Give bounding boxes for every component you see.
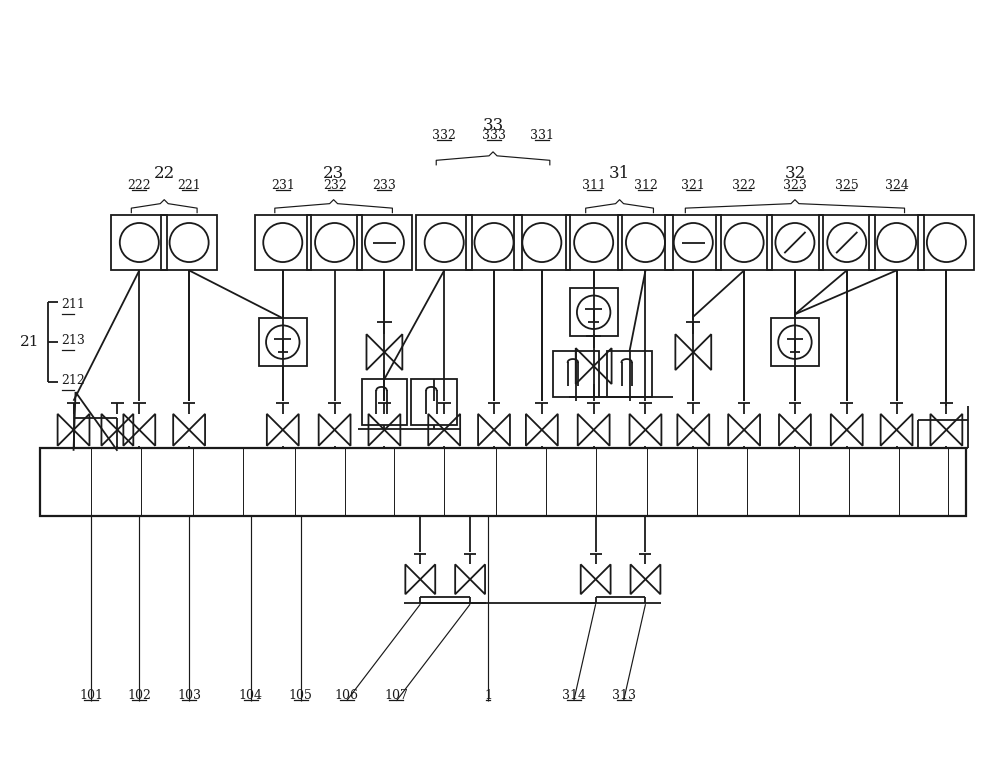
Bar <box>570 289 618 336</box>
Text: 221: 221 <box>177 179 201 191</box>
Text: 333: 333 <box>482 129 506 142</box>
Text: 107: 107 <box>384 689 408 702</box>
Bar <box>307 215 362 270</box>
Text: 105: 105 <box>289 689 313 702</box>
Bar <box>161 215 217 270</box>
Bar <box>767 215 823 270</box>
Bar <box>618 215 673 270</box>
Text: 322: 322 <box>732 179 756 191</box>
Text: 32: 32 <box>784 164 806 181</box>
Text: 211: 211 <box>62 298 85 311</box>
Text: 101: 101 <box>79 689 103 702</box>
Text: 31: 31 <box>609 164 630 181</box>
Bar <box>466 215 522 270</box>
Bar <box>40 448 966 516</box>
Bar <box>566 215 622 270</box>
Text: 232: 232 <box>323 179 346 191</box>
Text: 106: 106 <box>335 689 359 702</box>
Text: 212: 212 <box>62 374 85 387</box>
Text: 23: 23 <box>323 164 344 181</box>
Text: 323: 323 <box>783 179 807 191</box>
Text: 21: 21 <box>20 335 40 349</box>
Text: 312: 312 <box>634 179 657 191</box>
Text: 222: 222 <box>127 179 151 191</box>
Bar <box>514 215 570 270</box>
Bar <box>819 215 875 270</box>
Bar <box>362 379 407 425</box>
Bar <box>357 215 412 270</box>
Bar <box>255 215 311 270</box>
Bar <box>716 215 772 270</box>
Bar <box>771 318 819 366</box>
Bar <box>416 215 472 270</box>
Text: 102: 102 <box>127 689 151 702</box>
Text: 1: 1 <box>484 689 492 702</box>
Text: 33: 33 <box>482 117 504 134</box>
Text: 231: 231 <box>271 179 295 191</box>
Bar <box>607 351 652 397</box>
Text: 321: 321 <box>681 179 705 191</box>
Bar <box>665 215 721 270</box>
Text: 313: 313 <box>612 689 636 702</box>
Text: 324: 324 <box>885 179 909 191</box>
Text: 233: 233 <box>372 179 396 191</box>
Text: 332: 332 <box>432 129 456 142</box>
Text: 331: 331 <box>530 129 554 142</box>
Bar <box>553 351 599 397</box>
Text: 213: 213 <box>62 334 85 347</box>
Text: 22: 22 <box>154 164 175 181</box>
Bar <box>411 379 457 425</box>
Text: 311: 311 <box>582 179 606 191</box>
Text: 314: 314 <box>562 689 586 702</box>
Bar <box>259 318 307 366</box>
Text: 104: 104 <box>239 689 263 702</box>
Text: 103: 103 <box>177 689 201 702</box>
Bar <box>869 215 924 270</box>
Bar <box>918 215 974 270</box>
Bar <box>111 215 167 270</box>
Text: 325: 325 <box>835 179 859 191</box>
